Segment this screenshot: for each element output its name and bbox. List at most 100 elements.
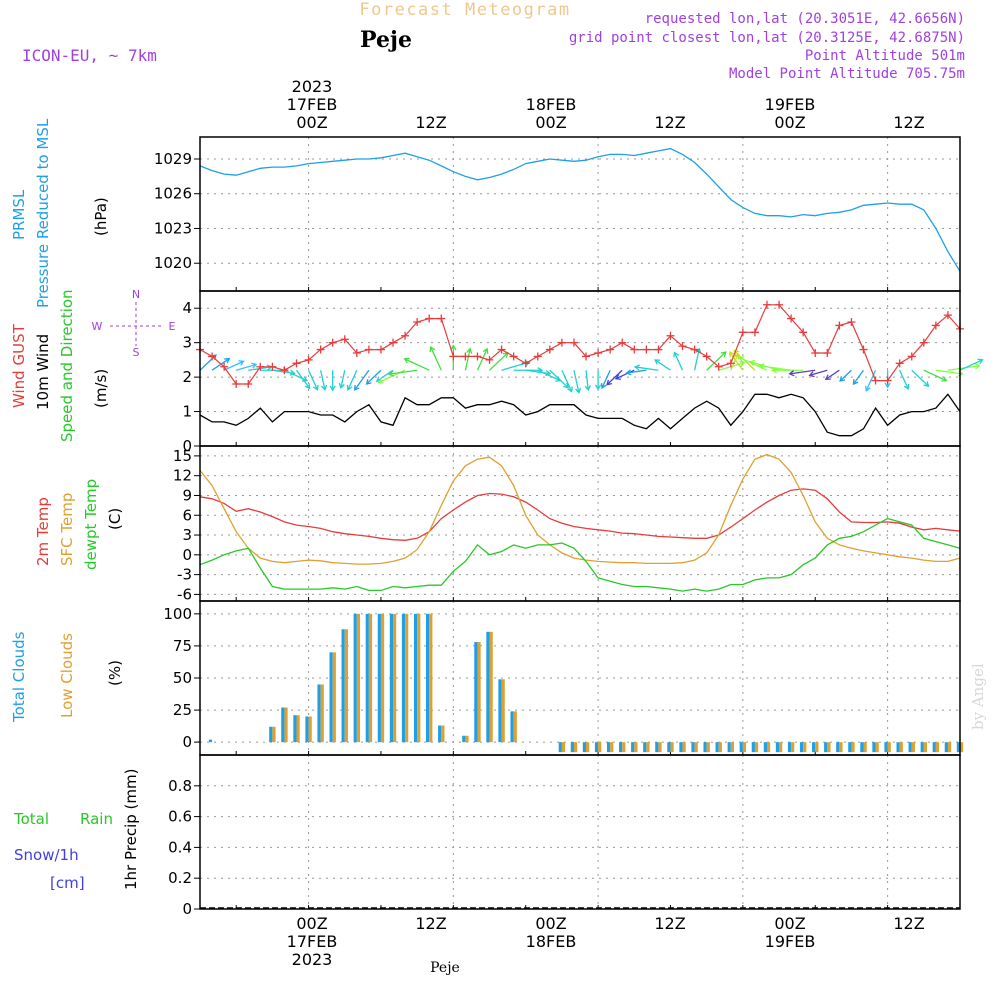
- wind-labels: Wind GUST 10m Wind Speed and Direction (…: [10, 288, 176, 442]
- total-cloud-bar: [426, 613, 430, 743]
- y-tick-label: 9: [182, 486, 192, 504]
- wind-arrow: [673, 352, 684, 371]
- wind-arrow: [730, 354, 739, 371]
- gust-marker: [545, 345, 554, 354]
- low-cloud-bar: [368, 613, 373, 743]
- wind-arrow-head: [594, 384, 602, 391]
- total-cloud-bar: [606, 742, 611, 753]
- total-cloud-bar: [679, 742, 683, 753]
- total-cloud-bar: [884, 742, 888, 753]
- wind-arrow: [615, 369, 635, 380]
- y-tick-label: 50: [173, 669, 192, 687]
- total-cloud-bar: [281, 707, 285, 743]
- requested-coords: requested lon,lat (20.3051E, 42.6656N): [645, 11, 965, 27]
- total-cloud-bar: [619, 742, 623, 753]
- total-cloud-bar: [860, 742, 864, 753]
- compass-w: W: [92, 320, 103, 333]
- low-cloud-bar: [646, 742, 650, 753]
- gust-marker: [606, 345, 615, 354]
- total-cloud-bar: [824, 742, 828, 753]
- panel-2: 0 1 2 3 4: [182, 290, 984, 455]
- gust-marker: [835, 321, 844, 330]
- low-cloud-bar: [622, 742, 626, 753]
- low-cloud-bar: [405, 613, 409, 743]
- cloud-labels: Total Clouds Low Clouds (%): [10, 631, 124, 723]
- wind-arrow-head: [224, 358, 231, 364]
- y-tick-label: 4: [182, 299, 192, 317]
- wind-arrow-head: [839, 376, 846, 382]
- wind-arrow-head: [733, 349, 740, 356]
- gust-marker: [509, 352, 518, 361]
- compass-n: N: [132, 288, 140, 301]
- snow-unit: [cm]: [50, 874, 85, 892]
- wind-arrow: [347, 369, 358, 391]
- total-cloud-bar: [896, 742, 900, 753]
- low-cloud-bar: [465, 735, 469, 743]
- wind-arrow: [489, 352, 509, 371]
- gust-marker: [883, 376, 892, 385]
- model-label: ICON-EU, ~ 7km: [22, 46, 157, 65]
- wind-speed-label: Speed and Direction: [58, 289, 76, 442]
- wind-arrow: [464, 348, 471, 371]
- wind-arrow-head: [563, 382, 570, 389]
- gust-marker: [292, 359, 301, 368]
- wind-arrow: [635, 366, 659, 371]
- wind-arrow: [389, 369, 418, 375]
- panel-5: 0 0.2 0.4 0.6 0.8: [168, 754, 961, 918]
- low-cloud-bar: [501, 679, 505, 743]
- low-cloud-bar: [827, 742, 831, 753]
- top-hour-label: 00Z: [535, 113, 566, 132]
- low-cloud-bar: [598, 742, 602, 753]
- wind-arrow-head: [567, 386, 573, 393]
- wind-arrow-head: [289, 369, 296, 376]
- y-tick-label: 3: [182, 526, 192, 544]
- point-altitude: Point Altitude 501m: [805, 48, 965, 64]
- total-cloud-bar: [715, 742, 719, 753]
- low-cloud-bar: [887, 742, 891, 753]
- low-cloud-bar: [380, 613, 385, 743]
- series-line-2m-temp: [199, 488, 961, 541]
- wind-arrow-head: [251, 362, 258, 369]
- wind-arrow: [549, 369, 569, 389]
- panels: 102010231026102901234-6-3036912150255075…: [154, 136, 984, 918]
- panel-3: -6-3 0 3 6 912 15: [173, 445, 961, 603]
- series-line-10m-wind: [199, 393, 961, 437]
- wind-arrow-head: [788, 370, 795, 377]
- wind-arrow: [959, 359, 983, 371]
- wind-arrow: [354, 369, 370, 391]
- gust-label: Wind GUST: [10, 323, 28, 408]
- gust-marker: [304, 355, 313, 364]
- gust-marker: [823, 349, 832, 357]
- low-cloud-bar: [634, 742, 638, 753]
- wind-arrow-head: [600, 382, 607, 390]
- total-rain-label-1: Total: [13, 810, 49, 828]
- gust-marker: [666, 331, 675, 340]
- y-tick-label: 0: [182, 900, 192, 918]
- precip-labels: Total Rain Snow/1h [cm] 1hr Precip (mm): [13, 769, 140, 892]
- wind-arrow-head: [312, 384, 319, 391]
- panel-4: 0 25 50 75 100: [163, 600, 964, 756]
- total-cloud-bar: [293, 715, 297, 743]
- wind-arrow-head: [238, 360, 245, 366]
- total-cloud-bar: [703, 742, 707, 753]
- total-cloud-bar: [691, 742, 695, 753]
- gust-marker: [316, 345, 325, 354]
- gust-marker: [256, 362, 265, 371]
- total-cloud-bar: [498, 679, 502, 743]
- bottom-hour-label: 12Z: [415, 914, 446, 933]
- series-line-wind-gust: [199, 304, 961, 385]
- wind-arrow-head: [353, 384, 360, 391]
- y-tick-label: 1029: [154, 150, 192, 168]
- y-tick-label: -3: [177, 566, 192, 584]
- low-cloud-bar: [935, 742, 940, 753]
- low-cloud-bar: [296, 715, 300, 743]
- wind-arrow-head: [329, 385, 336, 392]
- gust-marker: [220, 362, 229, 371]
- low-cloud-bar: [851, 742, 855, 753]
- low-cloud-bar: [393, 613, 397, 743]
- low-cloud-bar: [875, 742, 879, 753]
- gust-marker: [895, 359, 904, 368]
- gust-marker: [726, 359, 735, 368]
- total-cloud-bar: [727, 742, 731, 753]
- total-cloud-bar: [341, 629, 345, 743]
